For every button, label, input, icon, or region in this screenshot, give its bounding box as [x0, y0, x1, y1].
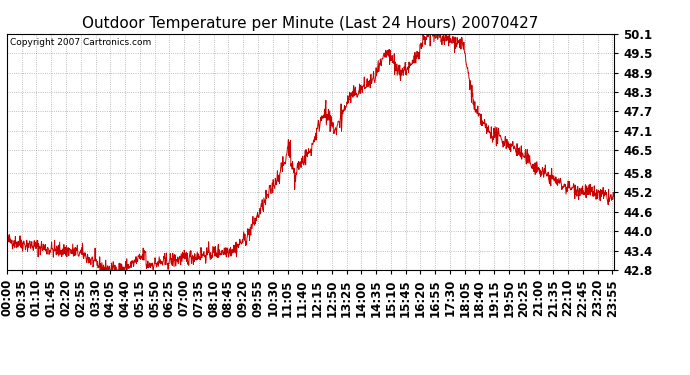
Text: Copyright 2007 Cartronics.com: Copyright 2007 Cartronics.com — [10, 39, 151, 48]
Title: Outdoor Temperature per Minute (Last 24 Hours) 20070427: Outdoor Temperature per Minute (Last 24 … — [82, 16, 539, 31]
